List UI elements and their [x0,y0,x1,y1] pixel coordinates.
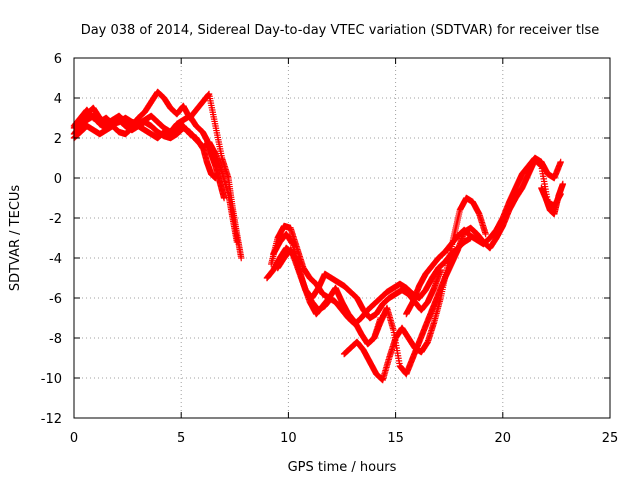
data-point [557,158,564,166]
y-tick-label: 0 [54,172,62,187]
y-tick-label: -8 [49,332,62,347]
data-point [328,294,335,302]
y-tick-label: 4 [54,92,62,107]
data-point [220,194,228,202]
grid-lines [74,58,610,418]
y-tick-label: -12 [41,412,62,427]
y-tick-label: -6 [49,292,62,307]
series-arc9 [340,194,489,384]
series-arc10 [370,156,564,378]
y-tick-label: -10 [41,372,62,387]
x-tick-label: 0 [70,431,78,446]
x-tick-label: 20 [495,431,512,446]
y-axis-title: SDTVAR / TECUs [8,185,23,292]
y-tick-label: 2 [54,132,62,147]
series-arc12 [538,180,567,218]
y-tick-label: 6 [54,52,62,67]
x-axis-title: GPS time / hours [288,460,397,475]
data-point [559,180,567,188]
x-tick-label: 5 [177,431,185,446]
series-arc4 [70,112,219,182]
series-arc8 [263,244,335,314]
plot-frame [73,57,611,419]
x-tick-label: 15 [387,431,404,446]
axis-ticks [73,57,611,419]
series-arc2 [70,122,241,246]
y-tick-labels: 6 4 2 0 -2 -4 -6 -8 -10 -12 [41,52,62,427]
x-tick-labels: 0 5 10 15 20 25 [70,431,618,446]
x-tick-label: 10 [280,431,297,446]
data-point [238,254,245,262]
chart-title: Day 038 of 2014, Sidereal Day-to-day VTE… [81,23,600,38]
series-arc11 [403,154,564,318]
data-point [482,230,489,238]
data-point [212,174,219,182]
y-tick-label: -4 [49,252,62,267]
series-arc5 [268,222,384,348]
y-tick-label: -2 [49,212,62,227]
data-marks [70,88,567,384]
data-point [233,238,241,246]
x-tick-label: 25 [602,431,619,446]
